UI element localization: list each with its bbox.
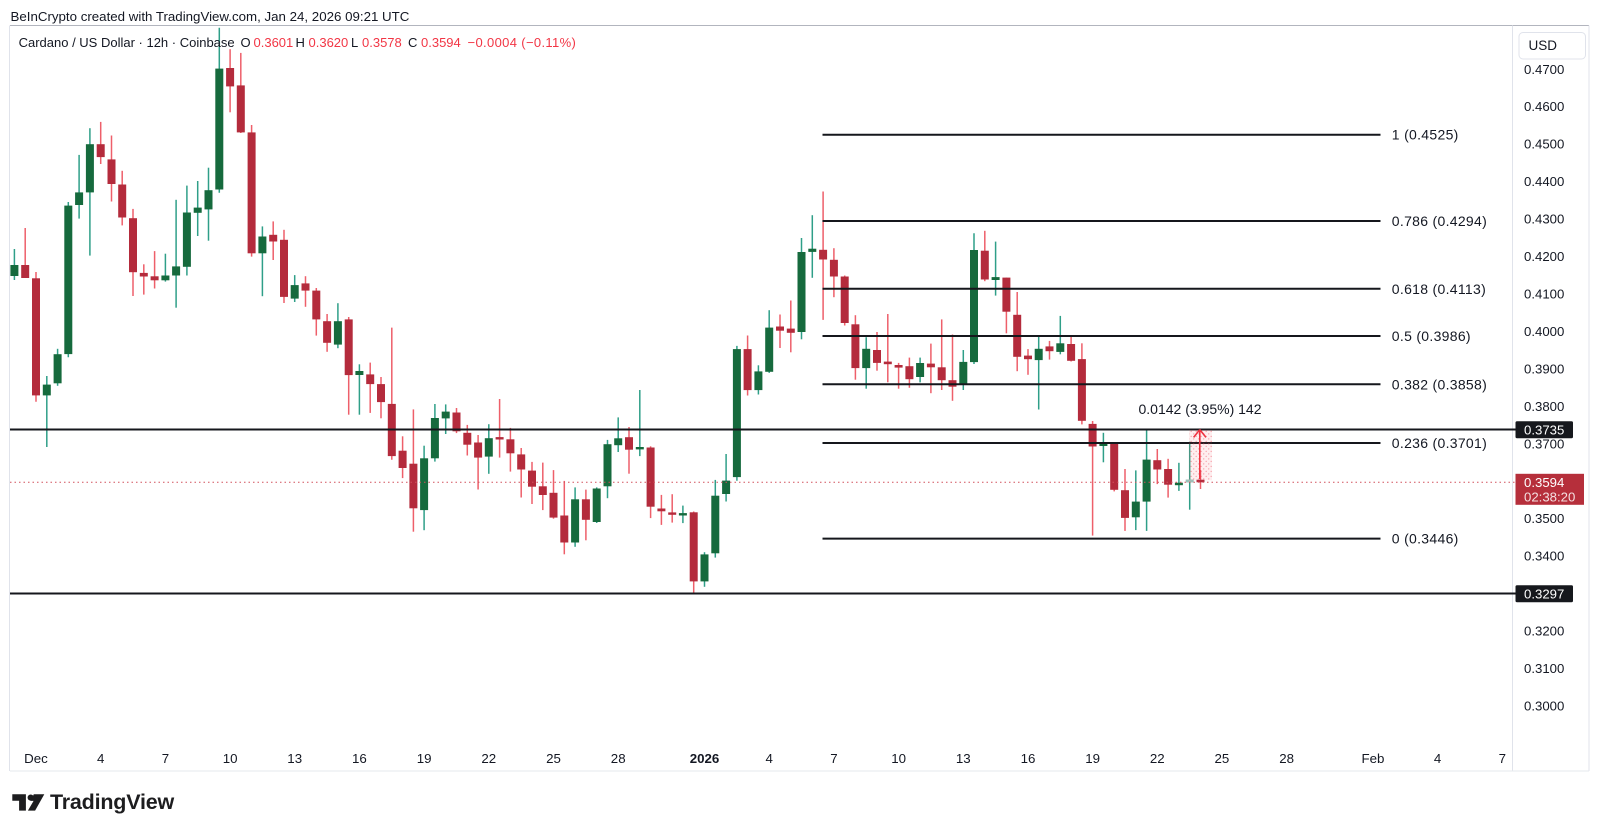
svg-text:2026: 2026 (690, 751, 720, 766)
svg-text:4: 4 (1434, 751, 1441, 766)
svg-text:0.618 (0.4113): 0.618 (0.4113) (1392, 281, 1486, 297)
svg-text:0.4000: 0.4000 (1524, 324, 1564, 339)
svg-text:0.3594: 0.3594 (1524, 475, 1564, 490)
svg-text:7: 7 (162, 751, 169, 766)
svg-text:25: 25 (546, 751, 561, 766)
svg-text:4: 4 (97, 751, 104, 766)
svg-text:0.4400: 0.4400 (1524, 174, 1564, 189)
svg-text:7: 7 (1499, 751, 1506, 766)
svg-text:19: 19 (417, 751, 432, 766)
svg-text:10: 10 (223, 751, 238, 766)
svg-text:22: 22 (481, 751, 496, 766)
svg-text:0.786 (0.4294): 0.786 (0.4294) (1392, 213, 1487, 229)
svg-text:TradingView: TradingView (50, 790, 175, 814)
svg-text:25: 25 (1215, 751, 1230, 766)
svg-text:USD: USD (1529, 38, 1558, 53)
svg-text:0.3594: 0.3594 (421, 35, 461, 50)
svg-text:0.3200: 0.3200 (1524, 624, 1564, 639)
svg-text:4: 4 (765, 751, 772, 766)
svg-text:0.0142 (3.95%) 142: 0.0142 (3.95%) 142 (1139, 401, 1262, 417)
svg-text:O: O (241, 35, 251, 50)
svg-text:0.3400: 0.3400 (1524, 549, 1564, 564)
svg-text:Feb: Feb (1362, 751, 1385, 766)
svg-text:0.4300: 0.4300 (1524, 212, 1564, 227)
svg-text:16: 16 (352, 751, 367, 766)
svg-text:28: 28 (611, 751, 626, 766)
svg-text:13: 13 (287, 751, 302, 766)
svg-text:H: H (296, 35, 305, 50)
svg-text:0.4600: 0.4600 (1524, 99, 1564, 114)
svg-text:0.382 (0.3858): 0.382 (0.3858) (1392, 376, 1487, 392)
svg-text:0.4700: 0.4700 (1524, 62, 1564, 77)
svg-text:0.4100: 0.4100 (1524, 287, 1564, 302)
svg-text:22: 22 (1150, 751, 1165, 766)
svg-text:1 (0.4525): 1 (0.4525) (1392, 127, 1459, 143)
svg-text:0 (0.3446): 0 (0.3446) (1392, 531, 1459, 547)
svg-text:C: C (408, 35, 417, 50)
svg-text:0.4200: 0.4200 (1524, 249, 1564, 264)
svg-text:13: 13 (956, 751, 971, 766)
svg-text:Dec: Dec (24, 751, 48, 766)
svg-text:0.5 (0.3986): 0.5 (0.3986) (1392, 328, 1471, 344)
svg-text:BeInCrypto created with Tradin: BeInCrypto created with TradingView.com,… (11, 9, 410, 24)
svg-text:L: L (351, 35, 358, 50)
svg-text:0.3735: 0.3735 (1524, 423, 1564, 438)
svg-text:0.3000: 0.3000 (1524, 698, 1564, 713)
svg-text:0.3800: 0.3800 (1524, 399, 1564, 414)
svg-text:7: 7 (830, 751, 837, 766)
svg-text:16: 16 (1021, 751, 1036, 766)
svg-text:0.4500: 0.4500 (1524, 137, 1564, 152)
svg-text:0.3500: 0.3500 (1524, 511, 1564, 526)
svg-text:0.3700: 0.3700 (1524, 436, 1564, 451)
svg-text:28: 28 (1279, 751, 1294, 766)
svg-text:0.3100: 0.3100 (1524, 661, 1564, 676)
svg-text:0.3900: 0.3900 (1524, 361, 1564, 376)
svg-text:02:38:20: 02:38:20 (1524, 489, 1575, 504)
svg-text:0.3620: 0.3620 (309, 35, 349, 50)
svg-text:0.236 (0.3701): 0.236 (0.3701) (1392, 435, 1487, 451)
svg-text:−0.0004 (−0.11%): −0.0004 (−0.11%) (468, 35, 577, 50)
svg-text:0.3297: 0.3297 (1524, 587, 1564, 602)
svg-text:0.3601: 0.3601 (254, 35, 294, 50)
svg-text:Cardano / US Dollar · 12h · Co: Cardano / US Dollar · 12h · Coinbase (19, 35, 235, 50)
svg-text:19: 19 (1085, 751, 1100, 766)
svg-text:0.3578: 0.3578 (362, 35, 402, 50)
svg-text:10: 10 (891, 751, 906, 766)
